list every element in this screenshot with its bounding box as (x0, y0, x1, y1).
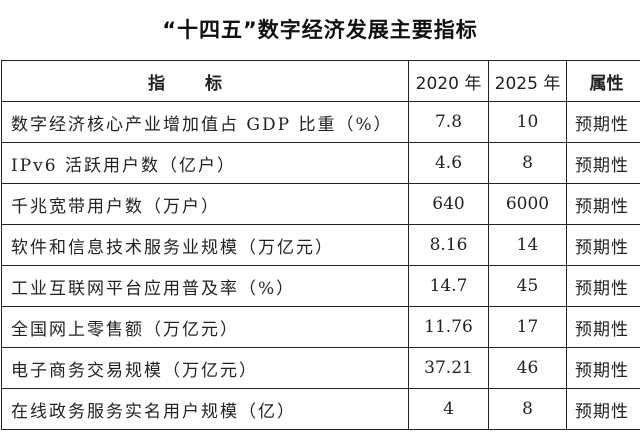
value-2025: 8 (488, 142, 567, 184)
table-row: 工业互联网平台应用普及率（%） 14.7 45 预期性 (1, 265, 640, 307)
value-2025: 6000 (488, 183, 567, 225)
value-2020: 8.16 (408, 224, 489, 266)
value-2020: 4.6 (408, 142, 489, 184)
indicator-name: 工业互联网平台应用普及率（%） (1, 265, 409, 307)
value-2020: 11.76 (408, 306, 489, 348)
attribute: 预期性 (566, 183, 640, 225)
value-2020: 7.8 (408, 101, 489, 143)
value-2025: 8 (488, 388, 567, 430)
value-2025: 46 (488, 347, 567, 389)
table-header-row: 指标 2020 年 2025 年 属性 (1, 60, 640, 102)
value-2020: 37.21 (408, 347, 489, 389)
table-row: 全国网上零售额（万亿元） 11.76 17 预期性 (1, 306, 640, 348)
indicator-name: IPv6 活跃用户数（亿户） (1, 142, 409, 184)
document-title: “十四五”数字经济发展主要指标 (162, 18, 478, 42)
header-attribute: 属性 (566, 60, 640, 102)
indicator-name: 千兆宽带用户数（万户） (1, 183, 409, 225)
indicator-name: 在线政务服务实名用户规模（亿） (1, 388, 409, 430)
attribute: 预期性 (566, 142, 640, 184)
table-row: IPv6 活跃用户数（亿户） 4.6 8 预期性 (1, 142, 640, 184)
value-2025: 14 (488, 224, 567, 266)
indicator-name: 数字经济核心产业增加值占 GDP 比重（%） (1, 101, 409, 143)
value-2025: 10 (488, 101, 567, 143)
table-row: 电子商务交易规模（万亿元） 37.21 46 预期性 (1, 347, 640, 389)
attribute: 预期性 (566, 306, 640, 348)
value-2020: 640 (408, 183, 489, 225)
value-2025: 45 (488, 265, 567, 307)
value-2020: 14.7 (408, 265, 489, 307)
indicator-name: 软件和信息技术服务业规模（万亿元） (1, 224, 409, 266)
attribute: 预期性 (566, 388, 640, 430)
value-2020: 4 (408, 388, 489, 430)
attribute: 预期性 (566, 347, 640, 389)
value-2025: 17 (488, 306, 567, 348)
header-indicator: 指标 (1, 60, 409, 102)
attribute: 预期性 (566, 224, 640, 266)
indicators-table: 指标 2020 年 2025 年 属性 数字经济核心产业增加值占 GDP 比重（… (1, 60, 640, 430)
header-2020: 2020 年 (408, 60, 489, 102)
attribute: 预期性 (566, 101, 640, 143)
attribute: 预期性 (566, 265, 640, 307)
table-row: 数字经济核心产业增加值占 GDP 比重（%） 7.8 10 预期性 (1, 101, 640, 143)
table-row: 在线政务服务实名用户规模（亿） 4 8 预期性 (1, 388, 640, 430)
indicator-name: 全国网上零售额（万亿元） (1, 306, 409, 348)
table-row: 软件和信息技术服务业规模（万亿元） 8.16 14 预期性 (1, 224, 640, 266)
table-row: 千兆宽带用户数（万户） 640 6000 预期性 (1, 183, 640, 225)
header-2025: 2025 年 (488, 60, 567, 102)
indicator-name: 电子商务交易规模（万亿元） (1, 347, 409, 389)
